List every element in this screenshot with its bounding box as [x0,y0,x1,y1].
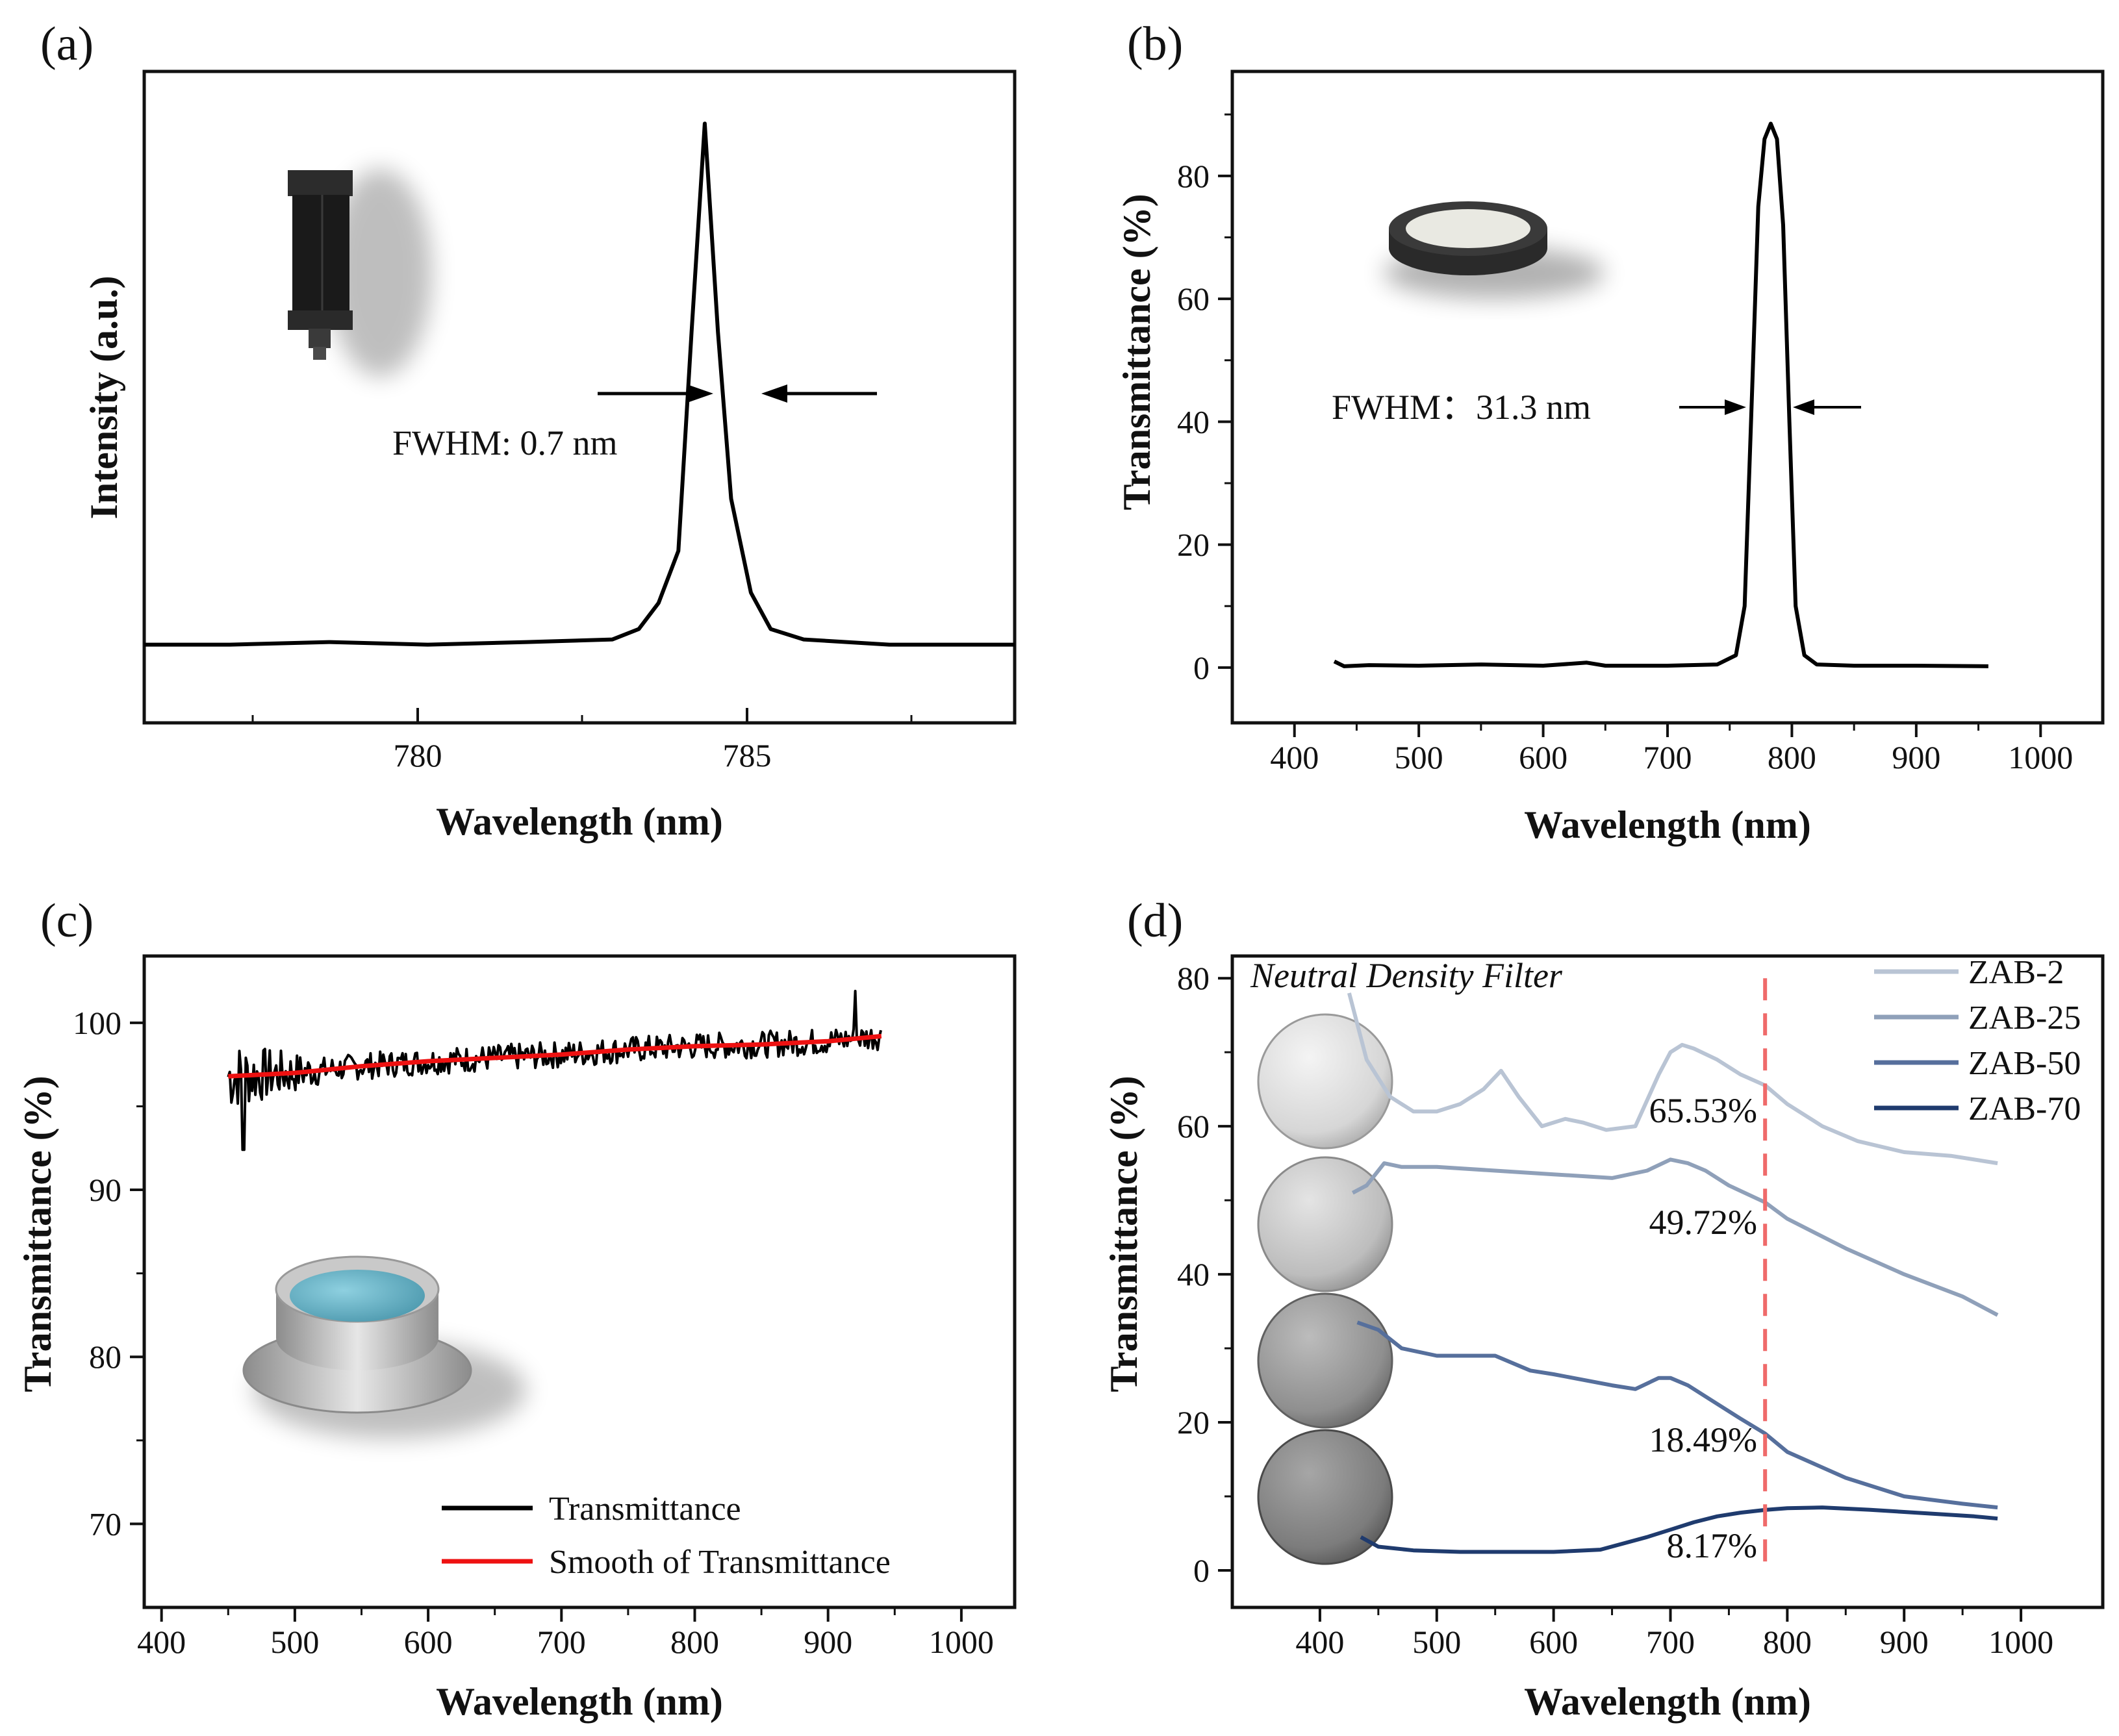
panel-a-series-line [144,121,1015,647]
panel-b-y-axis-label: Transmittance (%) [1115,194,1158,510]
panel-d-letter: (d) [1127,894,1183,948]
panel-c-legend-label: Smooth of Transmittance [549,1544,891,1581]
panel-a-xtick-label: 780 [394,737,442,774]
laser-diode-icon [288,169,432,377]
panel-c: (c) 400 500 600 700 800 900 1000 70 80 90 100 Wave… [16,894,1017,1723]
panel-b-xtick-label: 800 [1768,739,1816,775]
panel-d-xtick-label: 600 [1529,1624,1578,1660]
panel-b-ticks: 400 500 600 700 800 900 1000 0 20 40 60 80 [1177,113,2073,775]
panel-b: (b) 400 500 600 700 800 900 1000 0 20 40 60 80 Wave… [1115,18,2105,846]
panel-a-frame [142,69,1017,725]
panel-d-value-label: 8.17% [1667,1526,1757,1565]
panel-d-series [1347,992,1999,1554]
panel-b-ytick-label: 80 [1177,158,1210,194]
panel-d-legend-label: ZAB-70 [1968,1090,2081,1127]
panel-d-value-label: 49.72% [1649,1203,1757,1242]
panel-b-series-line [1333,121,1988,668]
panel-d-x-axis-label: Wavelength (nm) [1524,1680,1811,1723]
panel-a-x-ticks: 780 785 [251,708,913,774]
panel-d-frame [1230,954,2105,1609]
panel-d-xtick-label: 900 [1880,1624,1929,1660]
panel-a-fwhm-annotation: FWHM: 0.7 nm [392,423,618,462]
panel-c-xtick-label: 1000 [929,1624,994,1660]
panel-b-xtick-label: 900 [1892,739,1940,775]
panel-a-xtick-label: 785 [723,737,772,774]
panel-d-value-label: 18.49% [1649,1420,1757,1459]
panel-d-legend-label: ZAB-25 [1968,1000,2081,1037]
panel-d-ytick-label: 20 [1177,1404,1210,1440]
panel-b-xtick-label: 500 [1395,739,1443,775]
panel-d-value-label: 65.53% [1649,1091,1757,1130]
window-lens-icon [242,1255,526,1439]
panel-b-xtick-label: 400 [1270,739,1319,775]
panel-c-xtick-label: 600 [404,1624,453,1660]
panel-d-y-axis-label: Transmittance (%) [1102,1076,1145,1392]
panel-c-ticks: 400 500 600 700 800 900 1000 70 80 90 100 [73,1005,994,1660]
panel-d-title: Neutral Density Filter [1250,956,1563,995]
panel-c-xtick-label: 900 [804,1624,852,1660]
panel-b-xtick-label: 700 [1643,739,1692,775]
panel-d-ytick-label: 60 [1177,1108,1210,1144]
panel-a-y-axis-label: Intensity (a.u.) [82,275,125,519]
panel-d-legend: ZAB-2 ZAB-25 ZAB-50 ZAB-70 [1874,954,2081,1127]
panel-b-ytick-label: 0 [1193,649,1210,686]
panel-d-ticks: 400 500 600 700 800 900 1000 0 20 40 60 80 [1177,960,2053,1660]
panel-d-series-zab-70 [1360,1505,1998,1554]
panel-c-ytick-label: 100 [73,1005,121,1041]
panel-d-series-zab-2 [1347,992,1998,1166]
panel-c-xtick-label: 800 [670,1624,719,1660]
panel-d-xtick-label: 1000 [1988,1624,2053,1660]
panel-d: (d) 400 500 600 700 800 900 1000 0 20 40 60 80 Wave… [1102,894,2105,1723]
panel-c-series-transmittance [227,990,882,1151]
panel-b-fwhm-arrows [1679,399,1861,415]
panel-c-y-axis-label: Transmittance (%) [16,1076,59,1392]
panel-d-legend-label: ZAB-50 [1968,1045,2081,1082]
panel-b-fwhm-annotation: FWHM：31.3 nm [1332,388,1591,427]
panel-c-ytick-label: 90 [89,1172,121,1208]
panel-c-frame [142,954,1017,1609]
panel-d-legend-label: ZAB-2 [1968,954,2064,991]
panel-a-fwhm-arrows [598,384,877,403]
panel-c-xtick-label: 500 [270,1624,319,1660]
panel-c-ytick-label: 80 [89,1339,121,1375]
panel-a-x-axis-label: Wavelength (nm) [436,800,723,843]
bandpass-filter-icon [1384,201,1605,299]
panel-b-letter: (b) [1127,18,1183,71]
nd-filter-disc-icon [1257,1013,1393,1565]
panel-d-ytick-label: 40 [1177,1256,1210,1292]
panel-b-xtick-label: 1000 [2008,739,2073,775]
panel-d-ytick-label: 80 [1177,960,1210,996]
panel-b-ytick-label: 40 [1177,403,1210,440]
panel-c-letter: (c) [40,894,94,948]
panel-b-xtick-label: 600 [1519,739,1567,775]
panel-c-series-smooth [228,1033,882,1079]
panel-c-legend-label: Transmittance [549,1491,741,1528]
panel-c-ytick-label: 70 [89,1505,121,1542]
panel-d-xtick-label: 400 [1295,1624,1344,1660]
panel-c-legend: Transmittance Smooth of Transmittance [442,1491,891,1581]
panel-c-x-axis-label: Wavelength (nm) [436,1680,723,1723]
panel-c-xtick-label: 400 [137,1624,186,1660]
panel-b-x-axis-label: Wavelength (nm) [1524,803,1811,846]
panel-b-ytick-label: 20 [1177,527,1210,563]
panel-b-ytick-label: 60 [1177,281,1210,317]
panel-d-xtick-label: 700 [1646,1624,1695,1660]
panel-a-letter: (a) [40,18,94,71]
panel-d-series-zab-25 [1351,1157,1999,1317]
panel-c-xtick-label: 700 [537,1624,586,1660]
panel-d-ytick-label: 0 [1193,1552,1210,1589]
panel-d-xtick-label: 800 [1763,1624,1812,1660]
panel-d-xtick-label: 500 [1412,1624,1461,1660]
panel-a: (a) 780 785 Wavelength (nm) Intensity (a… [40,18,1017,843]
panel-d-series-zab-50 [1356,1320,1998,1510]
